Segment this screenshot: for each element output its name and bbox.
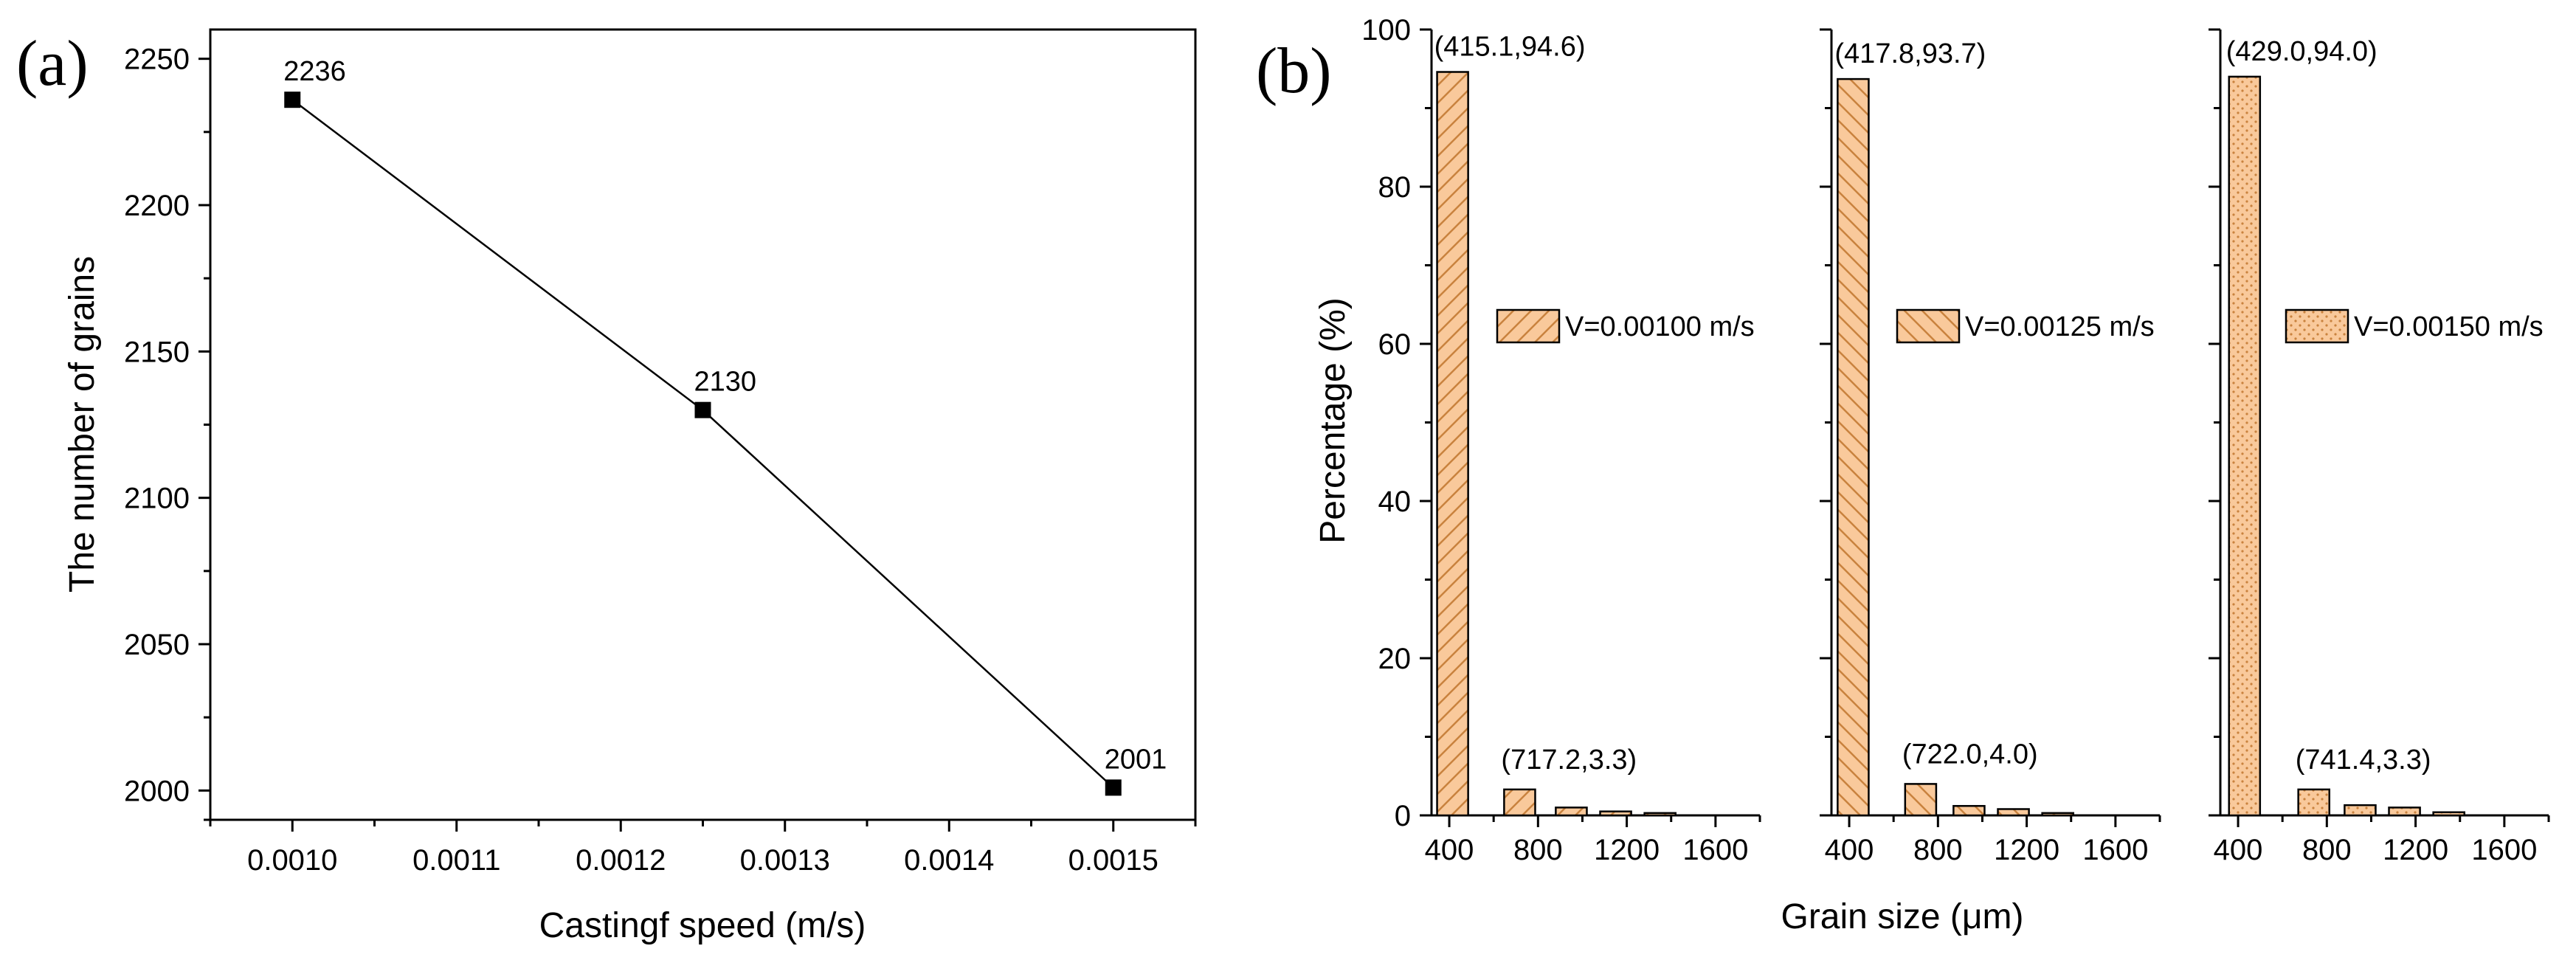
x-axis-title-b: Grain size (μm) (1781, 897, 2023, 936)
bar-annotation-b: (415.1,94.6) (1434, 32, 1586, 63)
subplot-3: 400 800 1200 1600 (429.0,94.0) (741.4,3.3) V=0… (2209, 28, 2550, 866)
x-tick-label-a: 0.0012 (576, 844, 666, 877)
bar-b (2228, 75, 2262, 817)
bar-b (2297, 788, 2331, 817)
bar-b (1599, 810, 1632, 817)
bar-b (2432, 811, 2465, 817)
x-tick-label-a: 0.0013 (740, 844, 830, 877)
y-tick-label-b: 80 (1378, 171, 1412, 204)
bar-b (1837, 77, 1870, 817)
panel-b: (b) Percentage (%) Grain size (μm) 0 20 40… (1256, 14, 2550, 936)
bar-annotation-b: (717.2,3.3) (1501, 745, 1637, 776)
y-tick-label-b: 40 (1378, 486, 1412, 518)
y-tick-label-a: 2050 (124, 629, 190, 661)
bar-b (1436, 71, 1469, 817)
x-tick-label-b: 1200 (1594, 834, 1660, 866)
legend-swatch-b (2285, 308, 2349, 344)
series-points-a: 2236 2130 2001 (283, 56, 1167, 796)
panel-label-b: (b) (1256, 35, 1332, 107)
bar-b (2388, 807, 2421, 817)
bar-b (1555, 807, 1588, 817)
legend-swatch-b (1496, 308, 1561, 344)
x-tick-label-a: 0.0011 (412, 844, 500, 877)
x-tick-label-a: 0.0014 (904, 844, 994, 877)
legend-label-b: V=0.00100 m/s (1565, 311, 1755, 342)
x-tick-label-b: 1200 (1994, 834, 2059, 866)
y-axis-title-a: The number of grains (63, 256, 102, 593)
y-tick-label-a: 2000 (124, 775, 190, 807)
y-tick-label-a: 2150 (124, 336, 190, 368)
x-tick-label-b: 1600 (2082, 834, 2148, 866)
bar-b (1904, 783, 1938, 817)
data-label-a: 2130 (694, 367, 757, 398)
x-tick-label-b: 1600 (1682, 834, 1748, 866)
x-tick-label-b: 800 (1513, 834, 1563, 866)
y-tick-label-b: 0 (1395, 800, 1411, 832)
data-point-a (694, 401, 711, 418)
legend-label-b: V=0.00125 m/s (1965, 311, 2155, 342)
bar-annotation-b: (417.8,93.7) (1834, 38, 1986, 69)
bar-b (1643, 812, 1677, 817)
bar-b (1503, 788, 1536, 817)
y-tick-label-a: 2100 (124, 483, 190, 515)
data-label-a: 2236 (283, 56, 346, 87)
subplot-2: 400 800 1200 1600 (417.8,93.7) (722.0,4.0) V=0… (1820, 28, 2161, 866)
data-point-a (1105, 779, 1122, 796)
x-tick-label-b: 400 (1825, 834, 1874, 866)
x-axis-title-a: Castingf speed (m/s) (539, 906, 866, 945)
x-tick-label-b: 1600 (2471, 834, 2537, 866)
plot-frame-a (209, 28, 1197, 821)
x-tick-label-a: 0.0015 (1068, 844, 1158, 877)
y-tick-label-b: 60 (1378, 328, 1412, 361)
bar-b (2344, 804, 2377, 817)
legend-label-b: V=0.00150 m/s (2354, 311, 2544, 342)
legend-swatch-b (1896, 308, 1961, 344)
a-ticks: 0.0010 0.0011 0.0012 0.0013 0.0014 0.0015 2000… (124, 44, 1197, 877)
y-tick-label-b: 100 (1361, 14, 1411, 46)
x-tick-label-b: 400 (2214, 834, 2263, 866)
panel-label-a: (a) (16, 28, 89, 100)
data-point-a (284, 91, 301, 108)
bar-annotation-b: (741.4,3.3) (2296, 745, 2431, 776)
x-tick-label-b: 400 (1425, 834, 1474, 866)
x-tick-label-b: 800 (2302, 834, 2352, 866)
y-tick-label-a: 2250 (124, 44, 190, 76)
y-tick-label-a: 2200 (124, 190, 190, 222)
bar-b (1952, 804, 1986, 817)
y-tick-label-b: 20 (1378, 643, 1412, 675)
subplot-1: 0 20 40 60 80 100 400 800 1200 1600 (415.1,94.6) (7… (1361, 14, 1761, 866)
b-subplots: 0 20 40 60 80 100 400 800 1200 1600 (415.1,94.6) (7… (1361, 14, 2550, 866)
bar-annotation-b: (429.0,94.0) (2226, 36, 2378, 67)
x-tick-label-b: 800 (1913, 834, 1963, 866)
x-tick-label-b: 1200 (2383, 834, 2448, 866)
bar-b (2041, 812, 2074, 817)
x-tick-label-a: 0.0010 (247, 844, 337, 877)
data-label-a: 2001 (1105, 744, 1167, 775)
panel-a: (a) 0.0010 0.0011 0.0012 0.0013 0.0014 0.0015… (16, 28, 1197, 945)
bar-annotation-b: (722.0,4.0) (1902, 739, 2038, 770)
y-axis-title-b: Percentage (%) (1313, 297, 1353, 544)
series-line-a (291, 99, 1114, 789)
bar-b (1997, 808, 2030, 817)
